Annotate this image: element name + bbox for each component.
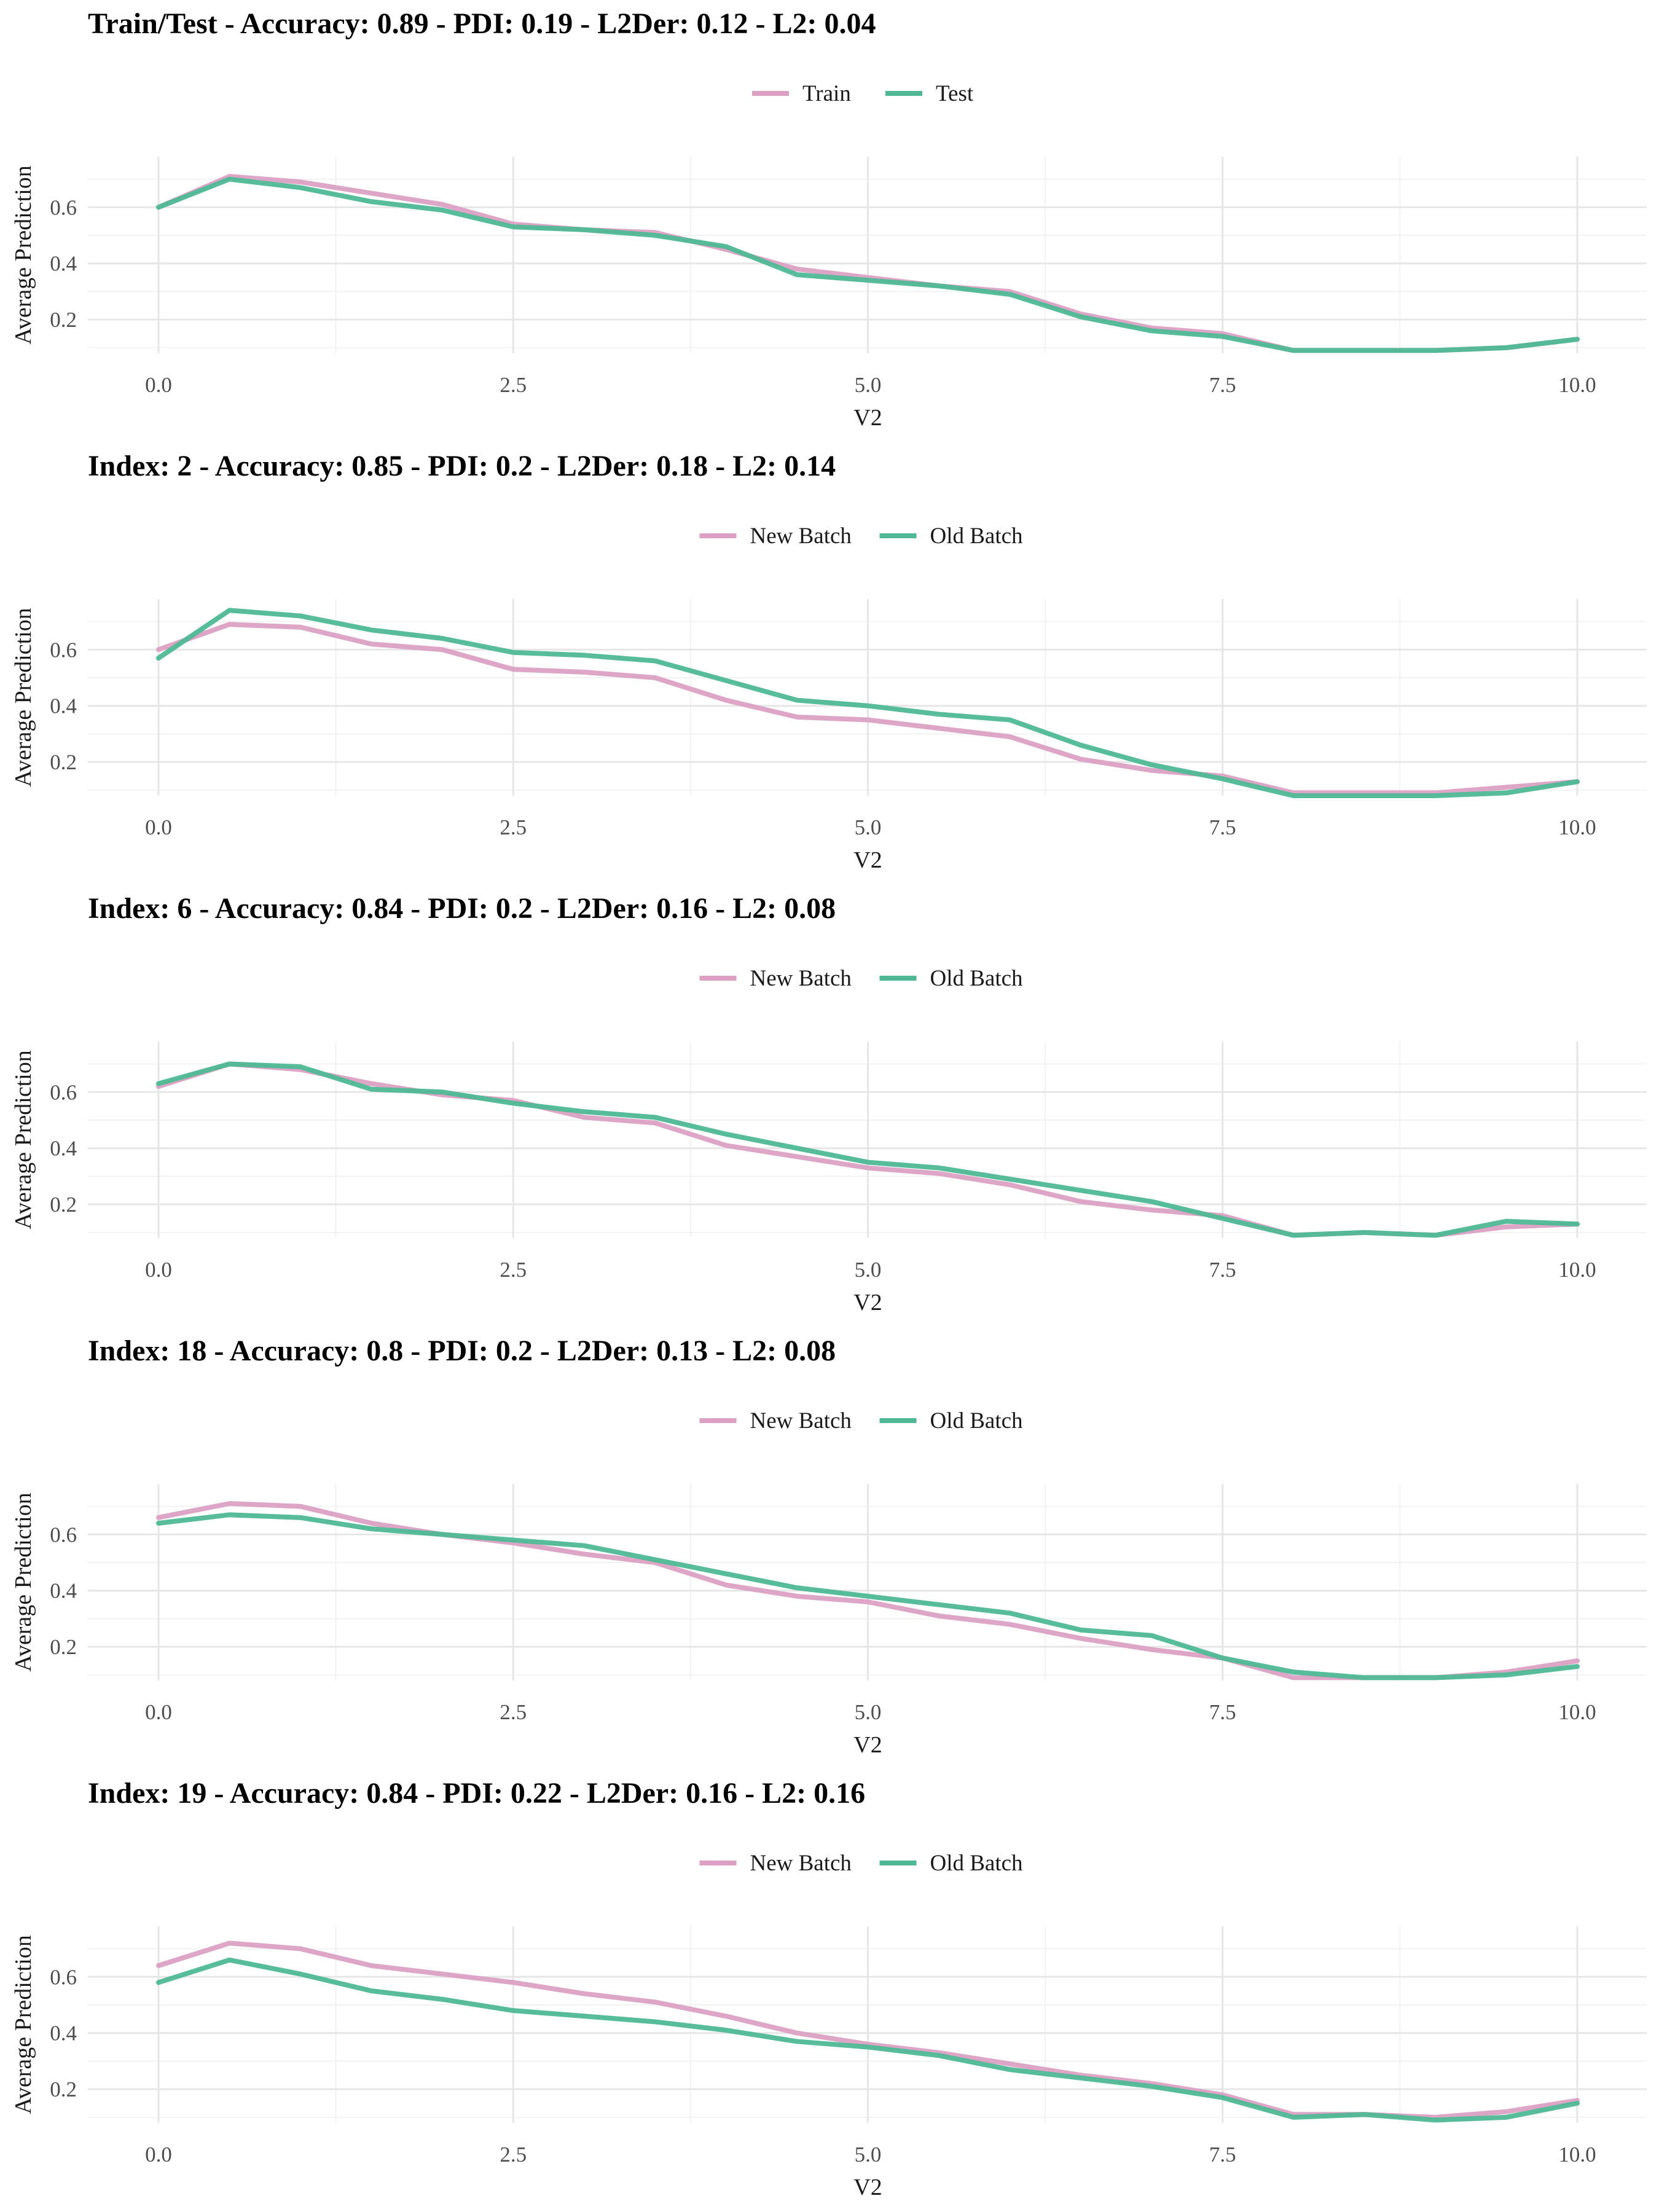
- x-tick-label: 0.0: [145, 1258, 172, 1282]
- series-line-2: [156, 1512, 1580, 1681]
- x-tick-label: 2.5: [500, 815, 527, 839]
- y-axis-label: Average Prediction: [10, 1050, 36, 1230]
- y-tick-label: 0.2: [50, 1193, 77, 1217]
- y-tick-label: 0.4: [50, 252, 77, 276]
- chart-title: Index: 19 - Accuracy: 0.84 - PDI: 0.22 -…: [88, 1777, 865, 1810]
- chart-panel-1: Train/Test - Accuracy: 0.89 - PDI: 0.19 …: [10, 7, 1647, 431]
- x-tick-label: 10.0: [1558, 2143, 1596, 2167]
- x-axis-label: V2: [853, 405, 882, 431]
- x-axis-label: V2: [853, 1732, 882, 1758]
- y-tick-label: 0.4: [50, 1579, 77, 1603]
- series-line-2: [156, 608, 1580, 798]
- y-tick-label: 0.4: [50, 2022, 77, 2045]
- y-tick-label: 0.2: [50, 1635, 77, 1659]
- legend: New Batch Old Batch: [699, 524, 1024, 549]
- legend-label-2: Old Batch: [930, 1851, 1024, 1876]
- x-axis-label: V2: [853, 847, 882, 873]
- legend-label-1: Train: [802, 81, 851, 106]
- y-axis-label: Average Prediction: [10, 1492, 36, 1672]
- x-tick-label: 10.0: [1558, 1700, 1596, 1724]
- legend: New Batch Old Batch: [699, 1851, 1024, 1876]
- x-tick-label: 5.0: [855, 1258, 882, 1282]
- grid: [88, 157, 1647, 353]
- x-tick-label: 10.0: [1558, 373, 1596, 397]
- legend-label-2: Test: [936, 81, 974, 106]
- series-line-1: [156, 622, 1580, 796]
- x-tick-label: 0.0: [145, 373, 172, 397]
- x-tick-label: 5.0: [855, 1700, 882, 1724]
- y-tick-label: 0.2: [50, 308, 77, 332]
- y-axis-label: Average Prediction: [10, 165, 36, 345]
- y-axis-label: Average Prediction: [10, 608, 36, 787]
- x-tick-label: 5.0: [855, 373, 882, 397]
- series-line-2: [156, 176, 1580, 353]
- y-tick-label: 0.2: [50, 750, 77, 774]
- x-tick-label: 5.0: [855, 815, 882, 839]
- x-tick-label: 2.5: [500, 1700, 527, 1724]
- x-tick-label: 5.0: [855, 2143, 882, 2167]
- legend-label-1: New Batch: [750, 966, 852, 991]
- legend-label-2: Old Batch: [930, 966, 1024, 991]
- legend-label-2: Old Batch: [930, 524, 1024, 549]
- chart-panel-5: Index: 19 - Accuracy: 0.84 - PDI: 0.22 -…: [10, 1777, 1647, 2200]
- x-axis-label: V2: [853, 1290, 882, 1316]
- legend-label-2: Old Batch: [930, 1408, 1024, 1433]
- y-tick-label: 0.6: [50, 195, 77, 219]
- series-line-2: [156, 1957, 1580, 2123]
- x-tick-label: 0.0: [145, 2143, 172, 2167]
- x-tick-label: 0.0: [145, 1700, 172, 1724]
- legend: Train Test: [752, 81, 974, 106]
- y-tick-label: 0.6: [50, 638, 77, 662]
- x-tick-label: 2.5: [500, 373, 527, 397]
- chart-panel-4: Index: 18 - Accuracy: 0.8 - PDI: 0.2 - L…: [10, 1335, 1647, 1758]
- chart-panel-2: Index: 2 - Accuracy: 0.85 - PDI: 0.2 - L…: [10, 450, 1647, 873]
- x-tick-label: 10.0: [1558, 1258, 1596, 1282]
- legend-label-1: New Batch: [750, 1851, 852, 1876]
- series-line-2: [156, 1061, 1580, 1238]
- x-tick-label: 2.5: [500, 2143, 527, 2167]
- grid: [88, 599, 1647, 796]
- chart-title: Train/Test - Accuracy: 0.89 - PDI: 0.19 …: [88, 7, 876, 40]
- y-tick-label: 0.4: [50, 694, 77, 718]
- x-tick-label: 10.0: [1558, 815, 1596, 839]
- x-axis-label: V2: [853, 2175, 882, 2200]
- legend: New Batch Old Batch: [699, 966, 1024, 991]
- y-axis-label: Average Prediction: [10, 1935, 36, 2114]
- y-tick-label: 0.6: [50, 1523, 77, 1547]
- chart-title: Index: 2 - Accuracy: 0.85 - PDI: 0.2 - L…: [88, 450, 836, 482]
- x-tick-label: 2.5: [500, 1258, 527, 1282]
- y-tick-label: 0.6: [50, 1080, 77, 1104]
- legend-label-1: New Batch: [750, 524, 852, 549]
- chart-title: Index: 18 - Accuracy: 0.8 - PDI: 0.2 - L…: [88, 1335, 836, 1367]
- x-tick-label: 0.0: [145, 815, 172, 839]
- legend: New Batch Old Batch: [699, 1408, 1024, 1433]
- chart-title: Index: 6 - Accuracy: 0.84 - PDI: 0.2 - L…: [88, 892, 836, 925]
- x-tick-label: 7.5: [1209, 815, 1236, 839]
- chart-panel-3: Index: 6 - Accuracy: 0.84 - PDI: 0.2 - L…: [10, 892, 1647, 1316]
- y-tick-label: 0.4: [50, 1137, 77, 1161]
- y-tick-label: 0.6: [50, 1965, 77, 1989]
- x-tick-label: 7.5: [1209, 1700, 1236, 1724]
- y-tick-label: 0.2: [50, 2077, 77, 2101]
- x-tick-label: 7.5: [1209, 1258, 1236, 1282]
- legend-label-1: New Batch: [750, 1408, 852, 1433]
- x-tick-label: 7.5: [1209, 373, 1236, 397]
- x-tick-label: 7.5: [1209, 2143, 1236, 2167]
